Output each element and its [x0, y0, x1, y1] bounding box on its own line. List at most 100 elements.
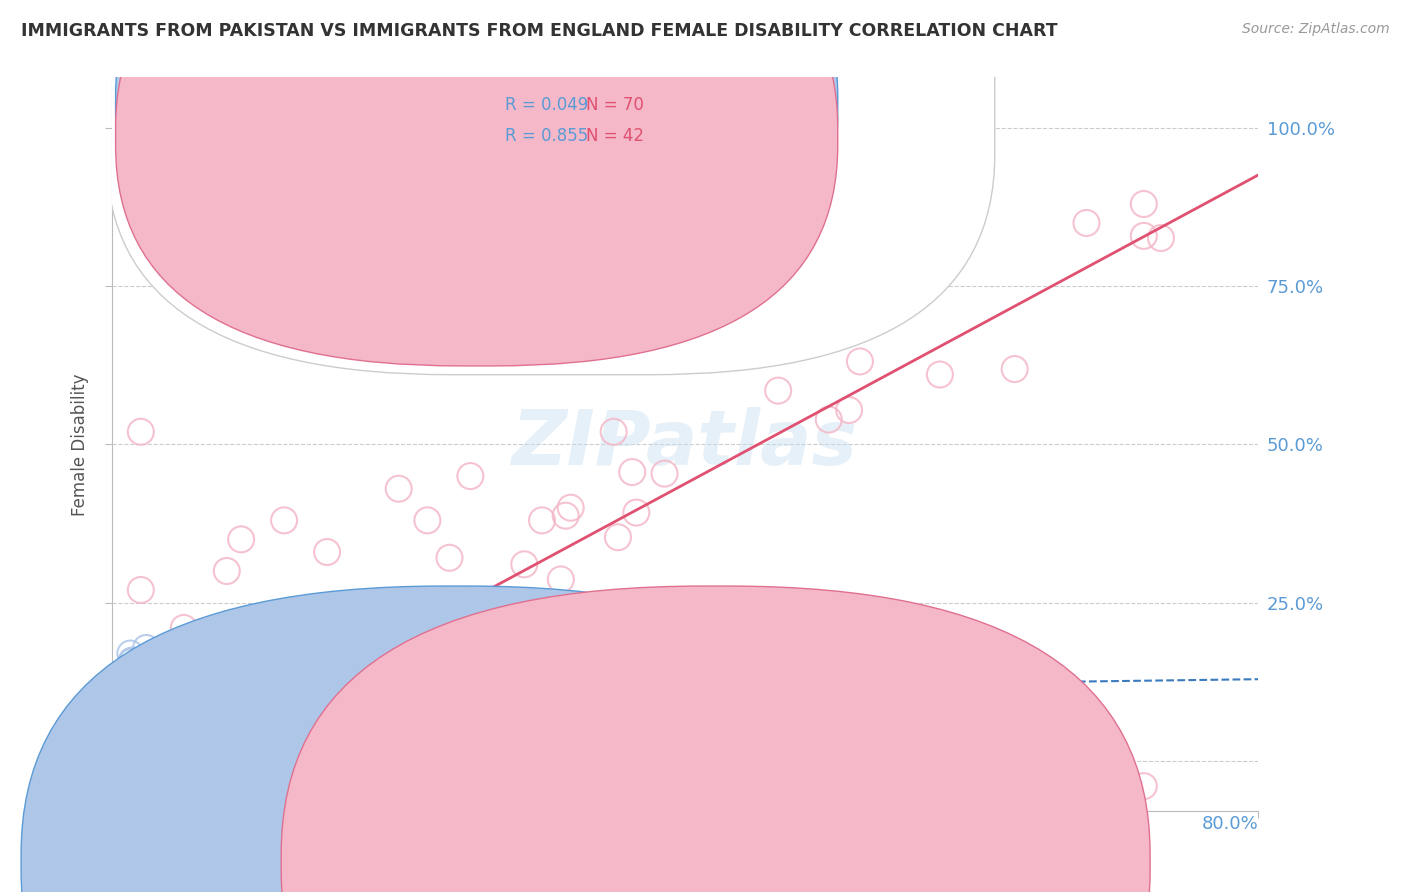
- Point: [889, 779, 911, 793]
- Text: N = 42: N = 42: [585, 128, 644, 145]
- Point: [136, 698, 159, 712]
- Point: [354, 681, 377, 696]
- Point: [136, 770, 159, 784]
- Point: [766, 384, 789, 398]
- Point: [135, 661, 157, 675]
- Point: [207, 648, 229, 663]
- Text: 0.0%: 0.0%: [112, 814, 157, 832]
- Point: [120, 655, 142, 669]
- Point: [108, 724, 131, 739]
- Point: [346, 703, 368, 717]
- Point: [292, 706, 315, 720]
- Text: R = 0.855: R = 0.855: [505, 128, 589, 145]
- Point: [111, 680, 134, 694]
- Point: [388, 482, 411, 496]
- Point: [136, 700, 159, 714]
- Point: [513, 558, 536, 572]
- Point: [127, 728, 149, 742]
- Point: [148, 667, 170, 681]
- Point: [928, 368, 950, 382]
- Point: [121, 653, 143, 667]
- Point: [554, 508, 576, 523]
- Point: [368, 679, 391, 693]
- Text: 80.0%: 80.0%: [1202, 814, 1258, 832]
- Point: [173, 698, 195, 713]
- Text: R = 0.049: R = 0.049: [505, 95, 589, 113]
- FancyBboxPatch shape: [107, 0, 995, 375]
- Point: [121, 676, 143, 690]
- Point: [402, 619, 425, 633]
- Point: [173, 621, 195, 635]
- Point: [204, 653, 226, 667]
- Text: Immigrants from Pakistan: Immigrants from Pakistan: [479, 854, 693, 871]
- Point: [242, 679, 264, 693]
- Point: [104, 683, 127, 698]
- Point: [396, 632, 419, 646]
- Point: [114, 714, 136, 728]
- Point: [621, 465, 644, 479]
- Point: [412, 613, 434, 627]
- Point: [294, 679, 316, 693]
- Point: [122, 764, 145, 778]
- Text: Immigrants from England: Immigrants from England: [740, 854, 952, 871]
- Point: [344, 615, 367, 629]
- Point: [229, 533, 252, 547]
- Point: [115, 667, 138, 681]
- Point: [114, 707, 136, 722]
- Point: [396, 636, 419, 650]
- Point: [1133, 197, 1156, 211]
- Point: [1133, 779, 1156, 793]
- Point: [673, 247, 696, 261]
- Point: [409, 710, 432, 724]
- Point: [253, 682, 276, 697]
- FancyBboxPatch shape: [115, 0, 838, 366]
- Point: [215, 564, 238, 578]
- Point: [319, 693, 342, 707]
- Point: [413, 641, 436, 656]
- Point: [602, 425, 624, 439]
- Point: [273, 513, 295, 527]
- Point: [329, 682, 352, 697]
- Point: [550, 573, 572, 587]
- Point: [1133, 228, 1156, 243]
- Point: [110, 693, 132, 707]
- Point: [125, 717, 148, 731]
- Point: [114, 670, 136, 684]
- Point: [105, 697, 128, 711]
- Point: [129, 766, 152, 780]
- Point: [530, 513, 553, 527]
- Point: [121, 719, 143, 733]
- Point: [115, 760, 138, 774]
- Point: [181, 680, 204, 694]
- Point: [439, 550, 461, 565]
- Point: [118, 666, 141, 681]
- Point: [135, 640, 157, 655]
- Point: [849, 354, 872, 368]
- Point: [117, 715, 139, 730]
- Point: [359, 766, 381, 780]
- Point: [423, 657, 446, 671]
- Point: [115, 700, 138, 714]
- Text: N = 70: N = 70: [585, 95, 644, 113]
- Point: [607, 530, 630, 544]
- Point: [817, 412, 839, 426]
- Point: [128, 693, 150, 707]
- Point: [146, 676, 169, 690]
- Point: [127, 694, 149, 708]
- Point: [120, 647, 142, 661]
- Point: [112, 756, 135, 771]
- Point: [484, 663, 506, 677]
- Point: [149, 654, 172, 668]
- Point: [271, 648, 294, 663]
- Text: IMMIGRANTS FROM PAKISTAN VS IMMIGRANTS FROM ENGLAND FEMALE DISABILITY CORRELATIO: IMMIGRANTS FROM PAKISTAN VS IMMIGRANTS F…: [21, 22, 1057, 40]
- Text: Source: ZipAtlas.com: Source: ZipAtlas.com: [1241, 22, 1389, 37]
- Point: [364, 664, 387, 678]
- Point: [226, 717, 249, 731]
- Point: [460, 469, 482, 483]
- Point: [1150, 231, 1173, 245]
- Point: [124, 714, 146, 729]
- Point: [121, 700, 143, 714]
- Point: [416, 615, 439, 629]
- Point: [1004, 362, 1026, 376]
- Point: [838, 403, 860, 417]
